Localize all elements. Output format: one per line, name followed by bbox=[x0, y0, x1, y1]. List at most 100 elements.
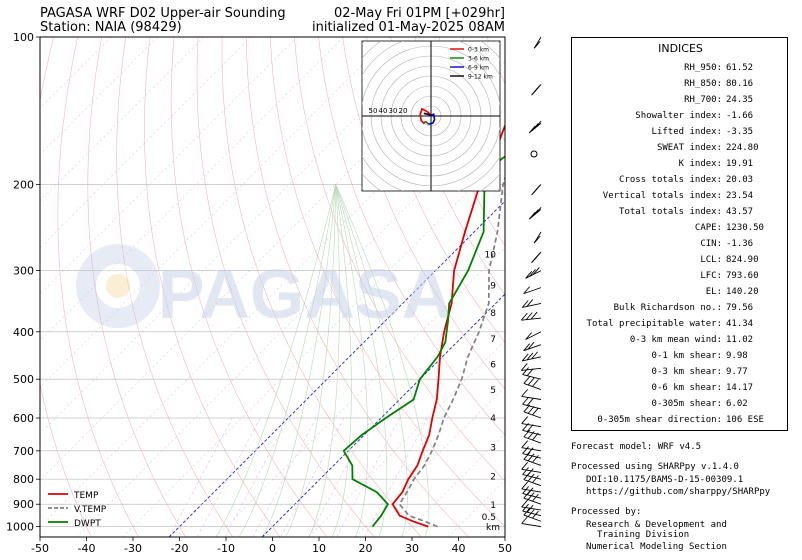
x-tick-label: 20 bbox=[359, 542, 373, 555]
dry-adiabat bbox=[270, 37, 505, 528]
sharppy-doi: DOI:10.1175/BAMS-D-15-00309.1 bbox=[586, 475, 744, 485]
wind-barb-feather bbox=[523, 376, 531, 384]
y-tick-label: 700 bbox=[13, 445, 34, 458]
wind-barb-staff bbox=[525, 331, 542, 340]
x-tick-label: 10 bbox=[312, 542, 326, 555]
mixing-ratio-line bbox=[364, 417, 428, 537]
reference-isotherm bbox=[168, 200, 505, 537]
index-value: -1.66 bbox=[726, 111, 754, 121]
wind-barb-feather bbox=[522, 503, 529, 512]
index-value: 24.35 bbox=[726, 95, 754, 105]
index-label: LFC: bbox=[700, 271, 722, 281]
index-label: Total precipitable water: bbox=[586, 319, 722, 329]
legend-label: DWPT bbox=[74, 519, 101, 529]
index-value: 9.77 bbox=[726, 367, 748, 377]
index-label: 0-3 km shear: bbox=[651, 367, 722, 377]
index-label: Total totals index: bbox=[619, 207, 722, 217]
wind-barb-staff bbox=[522, 429, 542, 436]
wind-barb-staff bbox=[521, 367, 542, 371]
height-tick-label: 0.5 bbox=[482, 513, 496, 523]
index-label: RH_950: bbox=[684, 63, 722, 73]
wind-barb-staff bbox=[523, 287, 542, 295]
hodograph-ring-label: 50 bbox=[369, 107, 378, 115]
hodograph-ring-label: 40 bbox=[379, 107, 388, 115]
index-value: 43.57 bbox=[726, 207, 754, 217]
height-tick-label: 7 bbox=[490, 335, 496, 345]
wind-barb-feather bbox=[532, 379, 539, 387]
wind-barb-feather bbox=[521, 516, 529, 524]
index-value: 1230.50 bbox=[726, 223, 764, 233]
wind-barb-feather bbox=[526, 352, 534, 361]
wind-barb-feather bbox=[534, 206, 542, 215]
wind-barb-feather bbox=[523, 343, 531, 351]
dry-adiabat bbox=[390, 37, 505, 296]
wind-barb-feather bbox=[523, 451, 531, 460]
wind-barb-feather bbox=[521, 499, 529, 508]
wind-barb-feather bbox=[522, 446, 529, 454]
wind-barb-feather bbox=[523, 429, 531, 438]
indices-title: INDICES bbox=[658, 42, 703, 55]
wind-barb-feather bbox=[522, 423, 529, 431]
mixing-ratio-line bbox=[168, 417, 233, 537]
dry-adiabat bbox=[366, 37, 505, 343]
wind-barb-staff bbox=[522, 510, 542, 517]
moist-adiabat bbox=[331, 184, 352, 537]
wind-barb-feather bbox=[532, 475, 539, 483]
wind-barb-staff bbox=[521, 506, 542, 511]
hodograph-ring-label: 30 bbox=[389, 107, 398, 115]
moist-adiabat bbox=[261, 184, 336, 537]
wind-barb-feather bbox=[521, 389, 529, 397]
sharppy-url[interactable]: https://github.com/sharppy/SHARPpy bbox=[586, 487, 771, 497]
index-value: 41.34 bbox=[726, 319, 754, 329]
x-tick-label: 40 bbox=[452, 542, 466, 555]
dry-adiabat bbox=[196, 37, 375, 537]
x-tick-label: 50 bbox=[498, 542, 512, 555]
height-tick-label: 8 bbox=[490, 309, 496, 319]
index-label: RH_700: bbox=[684, 95, 722, 105]
wind-barb-feather bbox=[521, 481, 529, 490]
index-value: 11.02 bbox=[726, 335, 754, 345]
index-label: Showalter index: bbox=[635, 111, 722, 121]
x-tick-label: -20 bbox=[171, 542, 189, 555]
index-value: 20.03 bbox=[726, 175, 754, 185]
moist-adiabat bbox=[238, 184, 336, 537]
hodograph-trace bbox=[425, 120, 429, 125]
y-tick-label: 200 bbox=[13, 178, 34, 191]
mixing-ratio-line bbox=[280, 417, 345, 537]
wind-barb-feather bbox=[526, 398, 534, 406]
wind-barb-staff bbox=[521, 523, 542, 528]
height-tick-label: 2 bbox=[490, 473, 496, 483]
dry-adiabat bbox=[57, 37, 139, 537]
wind-barb-feather bbox=[522, 396, 529, 405]
index-label: CAPE: bbox=[694, 223, 722, 233]
hodograph-trace bbox=[423, 112, 432, 116]
height-tick-label: 9 bbox=[490, 282, 496, 292]
hodograph-legend-label: 9-12 km bbox=[468, 74, 493, 81]
height-tick-label: 3 bbox=[490, 444, 496, 454]
division-line-1: Research & Development and bbox=[586, 520, 727, 530]
dry-adiabat bbox=[170, 37, 328, 537]
division-line-2: Training Division bbox=[597, 530, 690, 540]
wind-barb-feather bbox=[525, 332, 533, 340]
calm-wind-marker bbox=[530, 150, 538, 158]
wind-barb-feather bbox=[528, 211, 536, 220]
wind-barb-feather bbox=[523, 490, 531, 499]
index-value: 9.98 bbox=[726, 351, 748, 361]
wind-barb-feather bbox=[527, 377, 535, 386]
wind-barb-feather bbox=[525, 312, 533, 320]
y-tick-label: 800 bbox=[13, 473, 34, 486]
index-label: 0-6 km shear: bbox=[651, 383, 722, 393]
index-label: Bulk Richardson no.: bbox=[613, 303, 722, 313]
wind-barb-staff bbox=[522, 374, 542, 380]
index-value: 79.56 bbox=[726, 303, 754, 313]
x-tick-label: -10 bbox=[217, 542, 235, 555]
y-tick-label: 500 bbox=[13, 373, 34, 386]
series-dwpt bbox=[342, 155, 505, 528]
forecast-model: Forecast model: WRF v4.5 bbox=[571, 442, 702, 452]
x-tick-label: -40 bbox=[78, 542, 96, 555]
wind-barb-feather bbox=[521, 462, 529, 470]
wind-barb-feather bbox=[526, 368, 534, 377]
x-tick-label: -50 bbox=[31, 542, 49, 555]
moist-adiabat bbox=[285, 184, 336, 537]
